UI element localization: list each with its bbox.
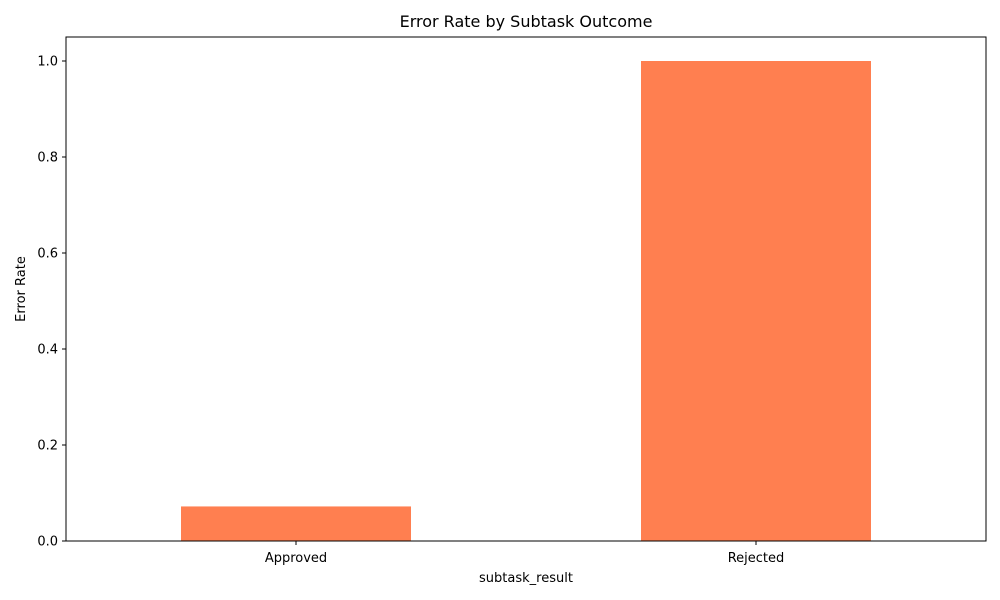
bar-rejected (641, 61, 871, 541)
plot-area (181, 61, 871, 541)
plot-frame (65, 36, 987, 542)
y-tick-label: 0.8 (37, 151, 58, 166)
bar-approved (181, 506, 411, 541)
chart-title: Error Rate by Subtask Outcome (400, 12, 653, 31)
y-tick-label: 0.0 (37, 535, 58, 550)
x-tick-label: Approved (265, 551, 327, 566)
x-tick-label: Rejected (728, 551, 785, 566)
x-axis-label: subtask_result (479, 571, 573, 586)
x-axis: Approved Rejected (265, 541, 784, 566)
y-axis: 0.0 0.2 0.4 0.6 0.8 1.0 (37, 55, 66, 550)
y-tick-label: 0.4 (37, 343, 58, 358)
y-tick-label: 1.0 (37, 55, 58, 70)
y-tick-label: 0.6 (37, 247, 58, 262)
y-axis-label: Error Rate (14, 256, 29, 322)
y-tick-label: 0.2 (37, 439, 58, 454)
